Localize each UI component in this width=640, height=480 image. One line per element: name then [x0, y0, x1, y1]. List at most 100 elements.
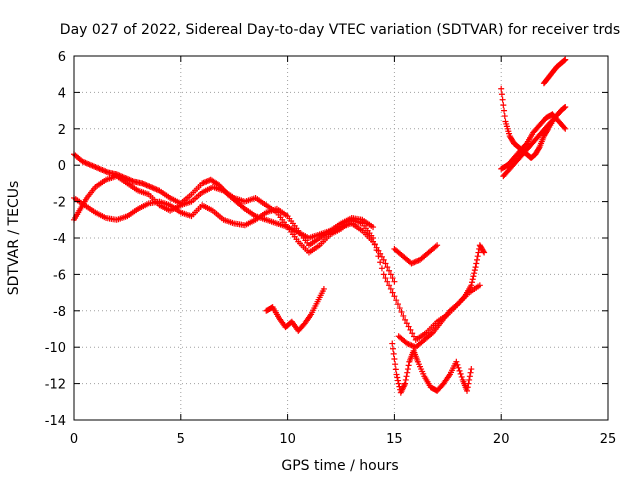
data-point-interp	[165, 193, 172, 200]
data-point-interp	[186, 212, 193, 219]
data-point-interp	[501, 107, 508, 114]
data-point-interp	[466, 376, 473, 383]
data-point-interp	[387, 285, 394, 292]
data-point-interp	[133, 186, 140, 193]
data-point-interp	[535, 146, 542, 153]
data-point-interp	[272, 206, 279, 213]
data-point-interp	[393, 297, 400, 304]
data-point-interp	[401, 382, 408, 389]
data-point-interp	[405, 323, 412, 330]
data-point-interp	[473, 256, 480, 263]
data-point-interp	[543, 124, 550, 131]
data-point-interp	[82, 196, 89, 203]
data-point-interp	[480, 248, 487, 255]
data-point-interp	[389, 289, 396, 296]
data-point-interp	[382, 260, 389, 267]
data-point-interp	[511, 160, 518, 167]
data-point-interp	[504, 168, 511, 175]
data-point-interp	[466, 373, 473, 380]
data-point-interp	[403, 373, 410, 380]
data-point-interp	[371, 241, 378, 248]
data-point-interp	[389, 345, 396, 352]
data-point-interp	[465, 380, 472, 387]
data-point-interp	[521, 142, 528, 149]
data-point	[498, 85, 505, 92]
data-point-interp	[467, 284, 474, 291]
x-tick-label: 20	[493, 432, 510, 447]
data-point-interp	[373, 244, 380, 251]
data-series	[263, 285, 327, 334]
data-point	[468, 366, 475, 373]
data-series	[389, 340, 475, 396]
y-tick-label: -6	[53, 268, 66, 283]
data-point-interp	[319, 288, 326, 295]
data-point-interp	[517, 153, 524, 160]
data-point-interp	[498, 91, 505, 98]
data-point-interp	[307, 312, 314, 319]
data-point-interp	[394, 377, 401, 384]
data-series	[395, 242, 488, 351]
data-point-interp	[274, 313, 281, 320]
data-point-interp	[501, 113, 508, 120]
data-point-interp	[508, 157, 515, 164]
data-point-interp	[377, 250, 384, 257]
data-point-interp	[282, 223, 289, 230]
data-point-interp	[428, 330, 435, 337]
data-point-interp	[475, 249, 482, 256]
data-point-interp	[282, 211, 289, 218]
data-point-interp	[143, 190, 150, 197]
data-point-interp	[384, 278, 391, 285]
data-point-interp	[509, 137, 516, 144]
data-point	[380, 256, 387, 263]
data-point-interp	[165, 201, 172, 208]
data-point-interp	[240, 204, 247, 211]
data-point-interp	[561, 124, 568, 131]
data-point-interp	[197, 204, 204, 211]
data-point-interp	[420, 370, 427, 377]
data-point-interp	[293, 236, 300, 243]
data-point-interp	[101, 177, 108, 184]
data-point-interp	[407, 326, 414, 333]
data-point-interp	[454, 361, 461, 368]
y-tick-label: -8	[53, 305, 66, 320]
data-point-interp	[394, 301, 401, 308]
data-point-interp	[208, 206, 215, 213]
y-tick-label: 4	[58, 86, 66, 101]
data-point-interp	[357, 216, 364, 223]
data-point-interp	[197, 191, 204, 198]
data-point-interp	[272, 219, 279, 226]
data-series	[71, 194, 377, 249]
data-series	[500, 107, 565, 180]
y-tick-label: -12	[45, 378, 66, 393]
data-point-interp	[469, 279, 476, 286]
data-point-interp	[464, 384, 471, 391]
y-tick-label: -10	[45, 341, 66, 356]
data-point-interp	[386, 282, 393, 289]
data-point-interp	[421, 330, 428, 337]
data-series	[498, 111, 569, 172]
data-point-interp	[143, 201, 150, 208]
data-points	[71, 56, 569, 396]
data-point-interp	[458, 373, 465, 380]
data-point-interp	[392, 361, 399, 368]
data-point-interp	[336, 221, 343, 228]
y-axis-label: SDTVAR / TECUs	[6, 181, 22, 296]
data-point-interp	[176, 208, 183, 215]
data-point-interp	[405, 362, 412, 369]
data-point-interp	[112, 170, 119, 177]
data-point-interp	[346, 215, 353, 222]
data-point-interp	[460, 294, 467, 301]
data-point-interp	[76, 207, 83, 214]
data-point-interp	[479, 247, 486, 254]
data-point-interp	[137, 180, 144, 187]
data-point-interp	[411, 343, 418, 350]
data-point-interp	[313, 300, 320, 307]
data-point-interp	[250, 211, 257, 218]
data-point-interp	[506, 130, 513, 137]
data-point-interp	[299, 322, 306, 329]
data-point-interp	[502, 163, 509, 170]
data-point-interp	[357, 226, 364, 233]
data-point-interp	[396, 305, 403, 312]
data-point-interp	[536, 131, 543, 138]
data-series	[71, 151, 398, 285]
